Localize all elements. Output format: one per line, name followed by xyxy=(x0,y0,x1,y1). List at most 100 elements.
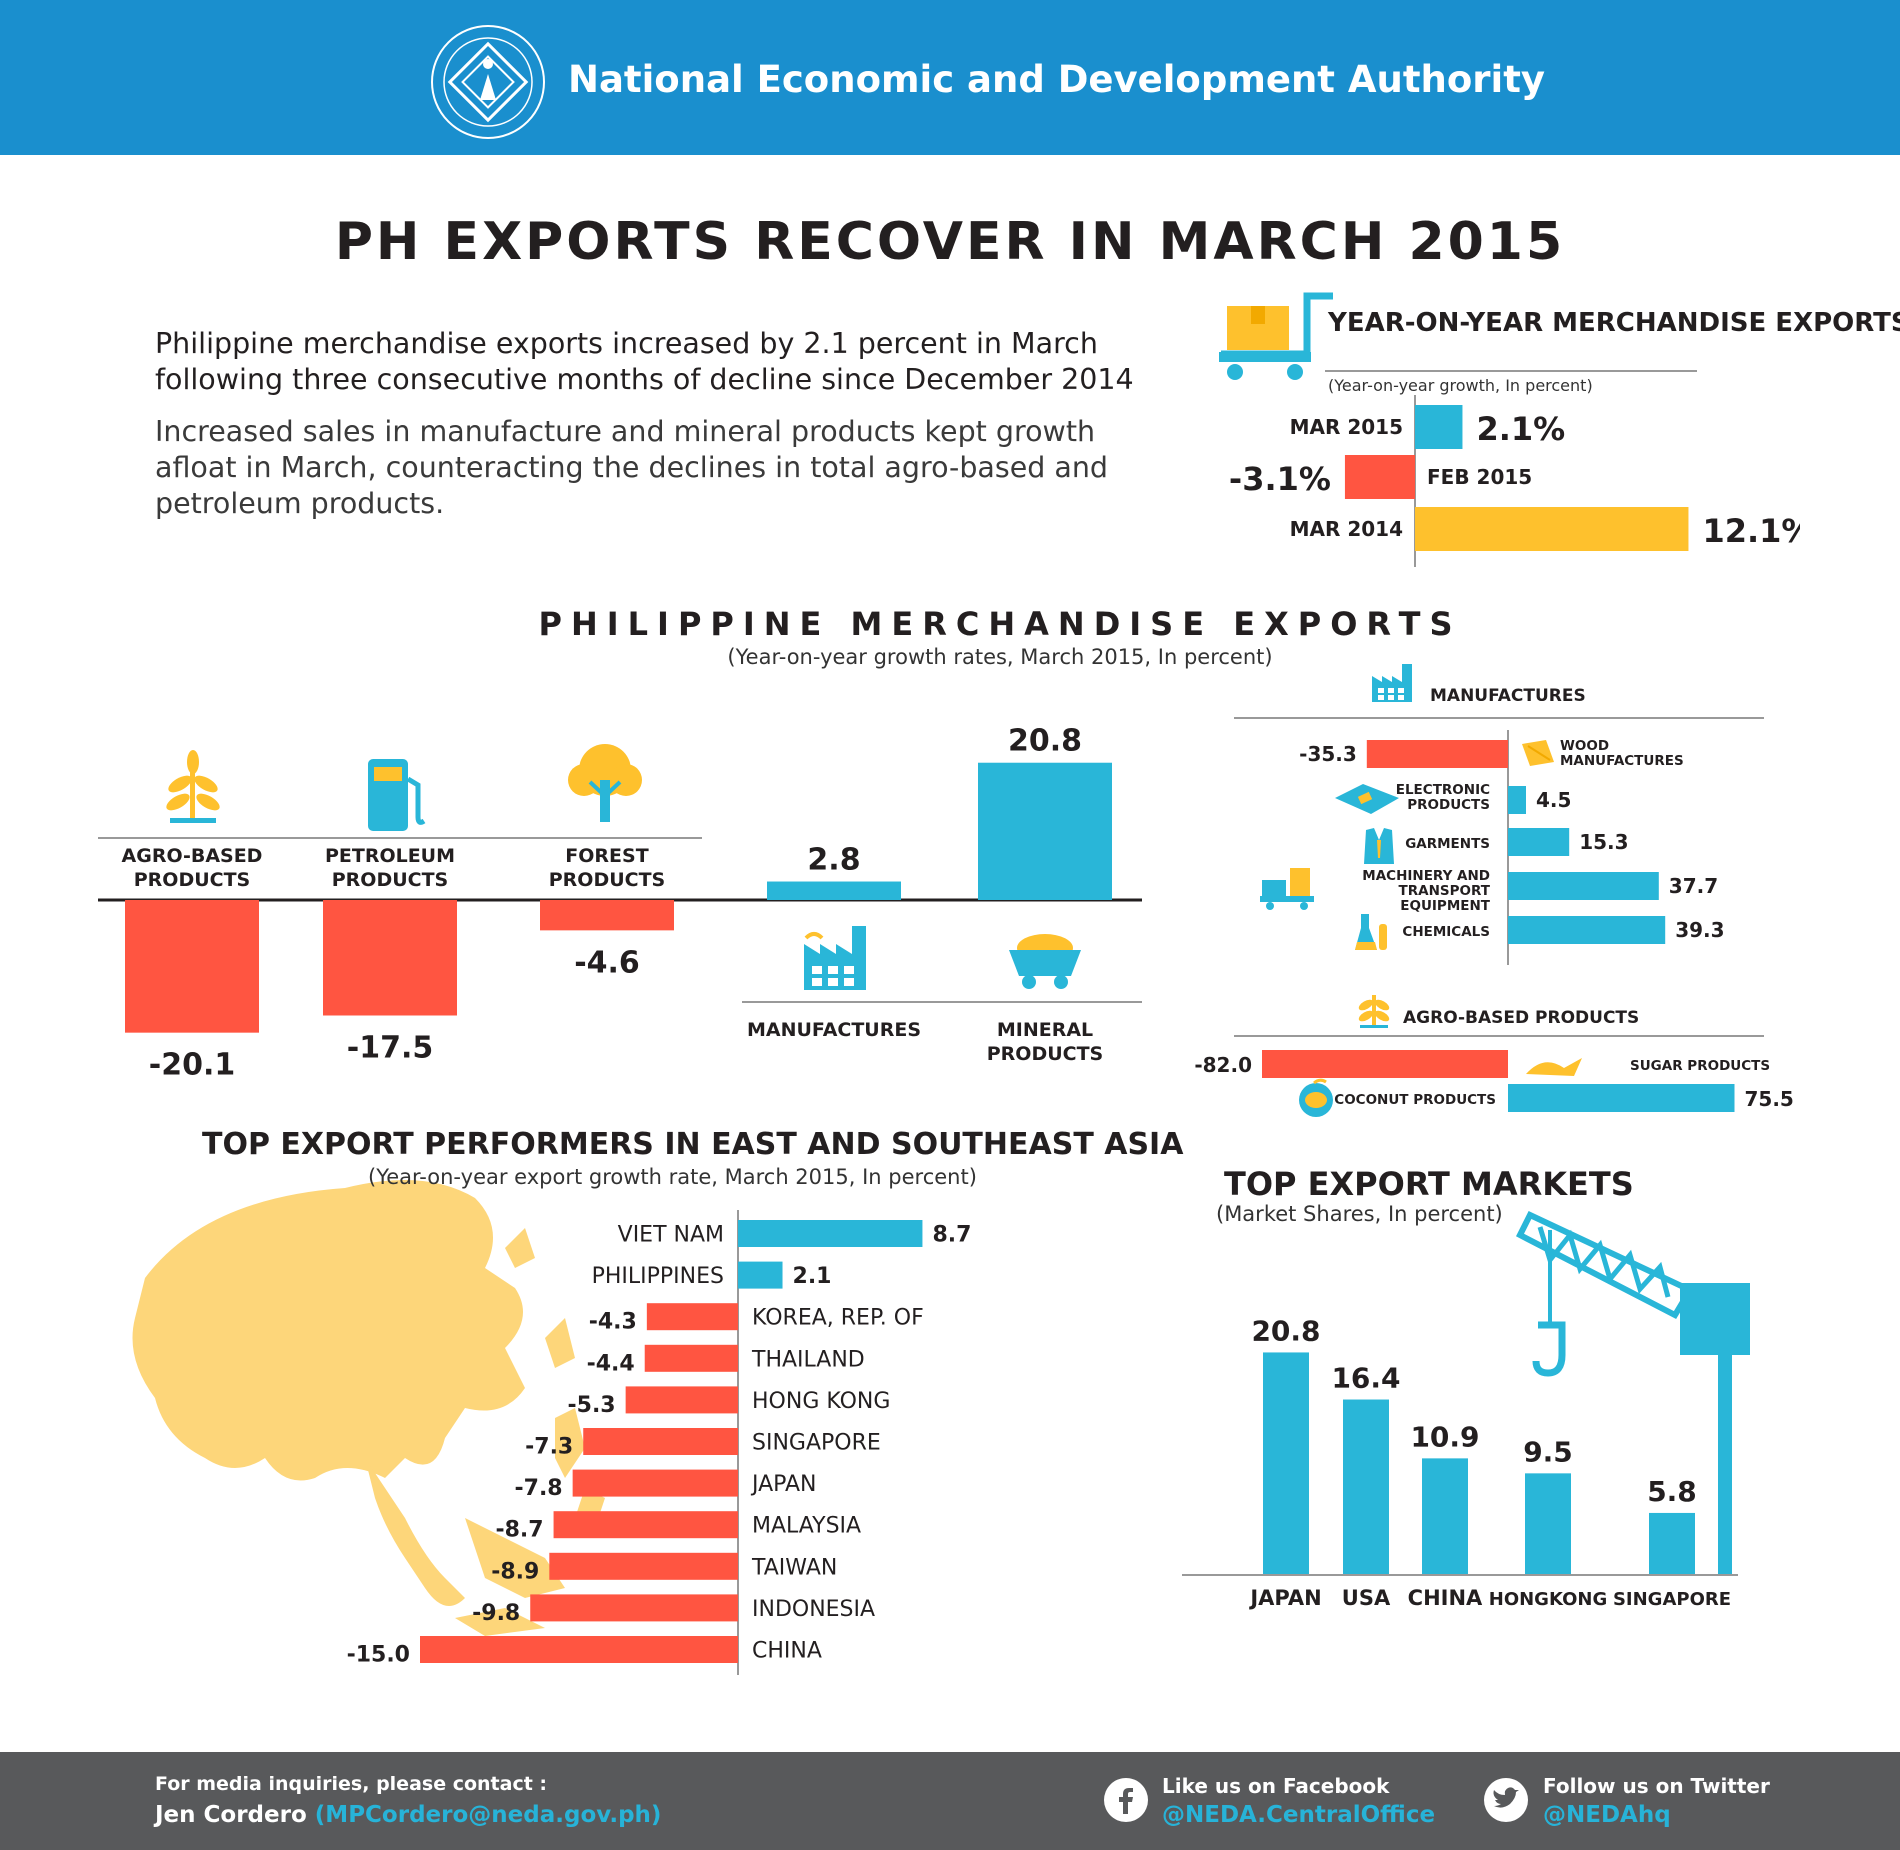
wood-plank-icon xyxy=(1522,740,1554,766)
asia-category-label: KOREA, REP. OF xyxy=(752,1306,924,1331)
yoy-category-label: MAR 2014 xyxy=(1290,517,1403,541)
asia-category-label: INDONESIA xyxy=(752,1597,875,1622)
merch-value-label: 20.8 xyxy=(1008,724,1082,759)
manuf-value-label: -35.3 xyxy=(1299,742,1357,766)
asia-bar xyxy=(738,1220,923,1247)
flask-icon xyxy=(1355,914,1387,950)
asia-category-label: TAIWAN xyxy=(751,1555,837,1580)
manuf-value-label: 15.3 xyxy=(1579,830,1628,854)
contact-email-link[interactable]: (MPCordero@neda.gov.ph) xyxy=(314,1802,662,1828)
manuf-value-label: 37.7 xyxy=(1669,874,1718,898)
plant-small-icon xyxy=(1358,995,1390,1028)
asia-category-label: PHILIPPINES xyxy=(592,1264,724,1289)
yoy-bar xyxy=(1415,507,1689,551)
twitter-handle-link[interactable]: @NEDAhq xyxy=(1543,1802,1671,1828)
manuf-category-label: WOOD MANUFACTURES xyxy=(1560,738,1684,769)
manuf-bar xyxy=(1508,828,1570,856)
asia-category-label: SINGAPORE xyxy=(752,1431,881,1456)
contact-name: Jen Cordero xyxy=(155,1802,307,1828)
markets-bar xyxy=(1422,1458,1468,1575)
asia-value-label: -15.0 xyxy=(347,1643,410,1668)
agro-category-label: COCONUT PRODUCTS xyxy=(1334,1092,1496,1108)
asia-plot: VIET NAM 8.7 PHILIPPINES 2.1 KOREA, REP. OF -… xyxy=(347,1210,971,1675)
asia-value-label: -7.8 xyxy=(515,1476,563,1501)
asia-value-label: -7.3 xyxy=(525,1435,573,1460)
media-contact: Jen Cordero (MPCordero@neda.gov.ph) xyxy=(155,1802,661,1828)
merch-value-label: -4.6 xyxy=(574,945,640,980)
yoy-value-label: 12.1% xyxy=(1702,512,1800,550)
merch-bar xyxy=(978,762,1112,900)
yoy-value-label: -3.1% xyxy=(1229,460,1331,498)
manuf-bar xyxy=(1508,786,1526,814)
hand-truck-icon xyxy=(1219,292,1333,380)
markets-category-label: SINGAPORE xyxy=(1613,1589,1731,1610)
asia-bar xyxy=(644,1344,738,1372)
mine-cart-icon xyxy=(1009,934,1081,989)
footer: For media inquiries, please contact : Je… xyxy=(0,1752,1900,1850)
header-bar: National Economic and Development Author… xyxy=(0,0,1900,155)
manuf-category-label: MACHINERY AND TRANSPORT EQUIPMENT xyxy=(1362,868,1491,914)
asia-title: TOP EXPORT PERFORMERS IN EAST AND SOUTHE… xyxy=(202,1127,1184,1162)
asia-subtitle: (Year-on-year export growth rate, March … xyxy=(368,1165,977,1189)
twitter-icon[interactable] xyxy=(1484,1778,1528,1822)
asia-value-label: 8.7 xyxy=(932,1223,971,1248)
markets-bar xyxy=(1525,1473,1571,1575)
merch-plot: -20.1 AGRO-BASED PRODUCTS -17.5 PETROLEUM PRO… xyxy=(98,724,1142,1083)
yoy-category-label: MAR 2015 xyxy=(1290,415,1403,439)
intro-paragraph-1: Philippine merchandise exports increased… xyxy=(155,327,1134,396)
org-name: National Economic and Development Author… xyxy=(568,58,1546,101)
markets-value-label: 16.4 xyxy=(1331,1362,1400,1395)
markets-subtitle: (Market Shares, In percent) xyxy=(1216,1202,1503,1226)
manuf-value-label: 39.3 xyxy=(1675,918,1724,942)
markets-bar xyxy=(1343,1399,1389,1575)
yoy-bar xyxy=(1344,455,1415,499)
merch-category-label: MANUFACTURES xyxy=(747,1019,921,1041)
merch-bar xyxy=(767,881,901,900)
markets-bar xyxy=(1263,1352,1309,1575)
neda-seal-icon xyxy=(431,25,545,139)
yoy-category-label: FEB 2015 xyxy=(1427,465,1532,489)
asia-category-label: THAILAND xyxy=(751,1347,865,1372)
intro-paragraph-2: Increased sales in manufacture and miner… xyxy=(155,415,1109,520)
merch-bar xyxy=(540,900,674,931)
page-title: PH EXPORTS RECOVER IN MARCH 2015 xyxy=(334,212,1566,272)
merch-category-label: PETROLEUM PRODUCTS xyxy=(325,845,455,891)
markets-plot: 20.8 JAPAN 16.4 USA 10.9 CHINA 9.5 HONGKONG 5.8 S… xyxy=(1182,1314,1738,1610)
asia-bar xyxy=(420,1636,738,1663)
asia-bar xyxy=(738,1261,783,1289)
merch-category-label: MINERAL PRODUCTS xyxy=(987,1019,1104,1065)
manuf-category-label: GARMENTS xyxy=(1405,836,1490,852)
merch-value-label: -17.5 xyxy=(347,1031,433,1066)
fuel-pump-icon xyxy=(368,759,426,831)
agro-value-label: 75.5 xyxy=(1745,1087,1794,1111)
asia-bar xyxy=(530,1594,738,1622)
asia-value-label: -4.4 xyxy=(587,1351,635,1376)
facebook-handle-link[interactable]: @NEDA.CentralOffice xyxy=(1162,1802,1436,1828)
asia-bar xyxy=(625,1386,738,1414)
agro-plot: -82.0 SUGAR PRODUCTS 75.5 COCONUT PRODUCTS xyxy=(1194,1035,1794,1112)
circuit-board-icon xyxy=(1335,784,1399,814)
agro-title: AGRO-BASED PRODUCTS xyxy=(1403,1008,1640,1028)
markets-bar xyxy=(1649,1512,1695,1575)
asia-category-label: JAPAN xyxy=(750,1472,817,1497)
agro-bar xyxy=(1262,1050,1508,1078)
manuf-bar xyxy=(1366,740,1508,768)
yoy-bar xyxy=(1415,405,1463,449)
facebook-icon[interactable] xyxy=(1104,1778,1148,1822)
asia-value-label: -4.3 xyxy=(589,1310,637,1335)
markets-category-label: HONGKONG xyxy=(1489,1589,1608,1610)
asia-bar xyxy=(549,1552,738,1580)
merch-bar xyxy=(125,900,259,1033)
twitter-label: Follow us on Twitter xyxy=(1543,1774,1770,1798)
markets-value-label: 20.8 xyxy=(1251,1314,1320,1347)
merch-category-label: AGRO-BASED PRODUCTS xyxy=(122,845,263,891)
yoy-subtitle: (Year-on-year growth, In percent) xyxy=(1328,376,1593,395)
manuf-plot: -35.3 WOOD MANUFACTURES 4.5 ELECTRONIC PRODUC… xyxy=(1234,717,1764,965)
manuf-bar xyxy=(1508,872,1659,900)
markets-value-label: 10.9 xyxy=(1410,1420,1479,1453)
agro-value-label: -82.0 xyxy=(1194,1053,1252,1077)
manuf-category-label: CHEMICALS xyxy=(1402,924,1490,940)
markets-category-label: USA xyxy=(1342,1586,1391,1610)
manuf-title: MANUFACTURES xyxy=(1430,686,1586,706)
asia-map-icon xyxy=(132,1180,605,1636)
